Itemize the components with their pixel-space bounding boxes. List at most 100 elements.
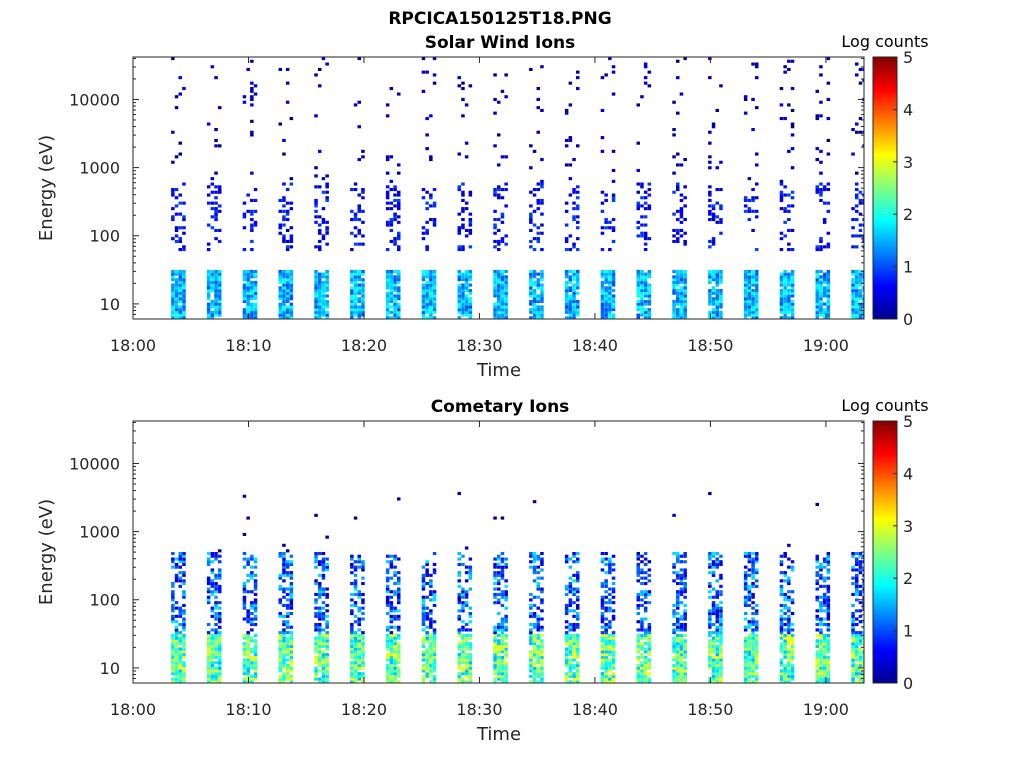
heatmap-cell bbox=[461, 592, 465, 596]
heatmap-cell bbox=[457, 231, 461, 235]
heatmap-cell bbox=[282, 571, 286, 575]
heatmap-cell bbox=[500, 291, 505, 295]
heatmap-cell bbox=[210, 286, 215, 290]
heatmap-cell bbox=[353, 666, 358, 670]
heatmap-cell bbox=[325, 220, 329, 224]
heatmap-cell bbox=[357, 650, 361, 654]
heatmap-cell bbox=[787, 617, 791, 621]
heatmap-cell bbox=[564, 672, 569, 676]
heatmap-cell bbox=[640, 655, 644, 659]
heatmap-cell bbox=[858, 67, 863, 71]
heatmap-cell bbox=[822, 308, 827, 312]
heatmap-cell bbox=[826, 289, 831, 293]
heatmap-cell bbox=[361, 644, 365, 648]
heatmap-cell bbox=[468, 663, 473, 667]
heatmap-cell bbox=[858, 633, 863, 637]
heatmap-cell bbox=[504, 305, 508, 309]
heatmap-cell bbox=[282, 278, 286, 282]
heatmap-cell bbox=[822, 609, 827, 613]
heatmap-cell bbox=[636, 190, 640, 194]
heatmap-cell bbox=[719, 269, 723, 273]
heatmap-cell bbox=[393, 188, 397, 192]
heatmap-cell bbox=[855, 182, 859, 186]
heatmap-cell bbox=[457, 601, 461, 605]
heatmap-cell bbox=[393, 609, 397, 613]
heatmap-cell bbox=[174, 226, 179, 230]
heatmap-cell bbox=[278, 223, 282, 227]
heatmap-cell bbox=[350, 592, 354, 596]
heatmap-cell bbox=[461, 275, 465, 279]
heatmap-cell bbox=[608, 283, 612, 287]
heatmap-cell bbox=[385, 299, 390, 303]
heatmap-cell bbox=[214, 674, 218, 678]
heatmap-cells bbox=[171, 57, 864, 319]
y-tick-label: 10000 bbox=[69, 454, 120, 473]
heatmap-cell bbox=[790, 639, 795, 643]
heatmap-cell bbox=[282, 209, 286, 213]
heatmap-cell bbox=[393, 666, 397, 670]
heatmap-cell bbox=[576, 207, 580, 211]
heatmap-cell bbox=[779, 636, 784, 640]
heatmap-cell bbox=[174, 661, 179, 665]
heatmap-cell bbox=[393, 554, 397, 558]
heatmap-cell bbox=[425, 310, 429, 314]
heatmap-cell bbox=[679, 280, 684, 284]
heatmap-cell bbox=[385, 677, 390, 681]
heatmap-cell bbox=[683, 639, 687, 643]
heatmap-cell bbox=[350, 218, 354, 222]
heatmap-cell bbox=[851, 663, 855, 667]
heatmap-cell bbox=[314, 636, 318, 640]
heatmap-cell bbox=[822, 603, 827, 607]
heatmap-cell bbox=[719, 628, 723, 632]
heatmap-cell bbox=[282, 283, 286, 287]
heatmap-cell bbox=[643, 571, 648, 575]
heatmap-cell bbox=[178, 239, 182, 243]
heatmap-cell bbox=[815, 595, 819, 599]
heatmap-cell bbox=[321, 283, 326, 287]
heatmap-cell bbox=[640, 636, 644, 640]
heatmap-cell bbox=[719, 231, 723, 235]
heatmap-cell bbox=[174, 620, 179, 624]
heatmap-cell bbox=[242, 663, 247, 667]
heatmap-cell bbox=[246, 617, 250, 621]
heatmap-cell bbox=[600, 209, 605, 213]
heatmap-cell bbox=[672, 269, 676, 273]
heatmap-cell bbox=[218, 633, 222, 637]
heatmap-cell bbox=[397, 278, 401, 282]
heatmap-cell bbox=[608, 644, 612, 648]
heatmap-cell bbox=[858, 609, 863, 613]
heatmap-cell bbox=[242, 582, 247, 586]
x-tick-label: 18:00 bbox=[110, 700, 156, 719]
heatmap-cell bbox=[783, 299, 787, 303]
heatmap-cell bbox=[314, 513, 318, 517]
heatmap-cell bbox=[743, 196, 748, 200]
heatmap-cell bbox=[747, 299, 752, 303]
heatmap-cell bbox=[242, 636, 247, 640]
heatmap-cell bbox=[862, 658, 864, 662]
heatmap-cell bbox=[532, 275, 537, 279]
heatmap-cell bbox=[468, 313, 473, 317]
heatmap-cell bbox=[636, 669, 640, 673]
heatmap-cell bbox=[643, 310, 648, 314]
heatmap-cell bbox=[600, 275, 605, 279]
heatmap-cell bbox=[178, 661, 182, 665]
heatmap-cell bbox=[576, 595, 580, 599]
heatmap-cell bbox=[676, 571, 680, 575]
heatmap-cell bbox=[679, 212, 684, 216]
heatmap-cell bbox=[497, 669, 501, 673]
heatmap-cell bbox=[361, 565, 365, 569]
heatmap-cell bbox=[747, 677, 752, 681]
heatmap-cell bbox=[779, 661, 784, 665]
heatmap-cell bbox=[218, 209, 222, 213]
heatmap-cell bbox=[743, 565, 748, 569]
heatmap-cell bbox=[536, 297, 540, 301]
heatmap-cell bbox=[385, 571, 390, 575]
heatmap-cell bbox=[683, 242, 687, 246]
heatmap-cell bbox=[182, 283, 186, 287]
heatmap-cell bbox=[178, 76, 182, 80]
heatmap-cell bbox=[457, 278, 461, 282]
colorbar-tick-label: 4 bbox=[903, 100, 913, 119]
heatmap-cell bbox=[783, 573, 787, 577]
heatmap-cell bbox=[640, 666, 644, 670]
heatmap-cell bbox=[357, 278, 361, 282]
